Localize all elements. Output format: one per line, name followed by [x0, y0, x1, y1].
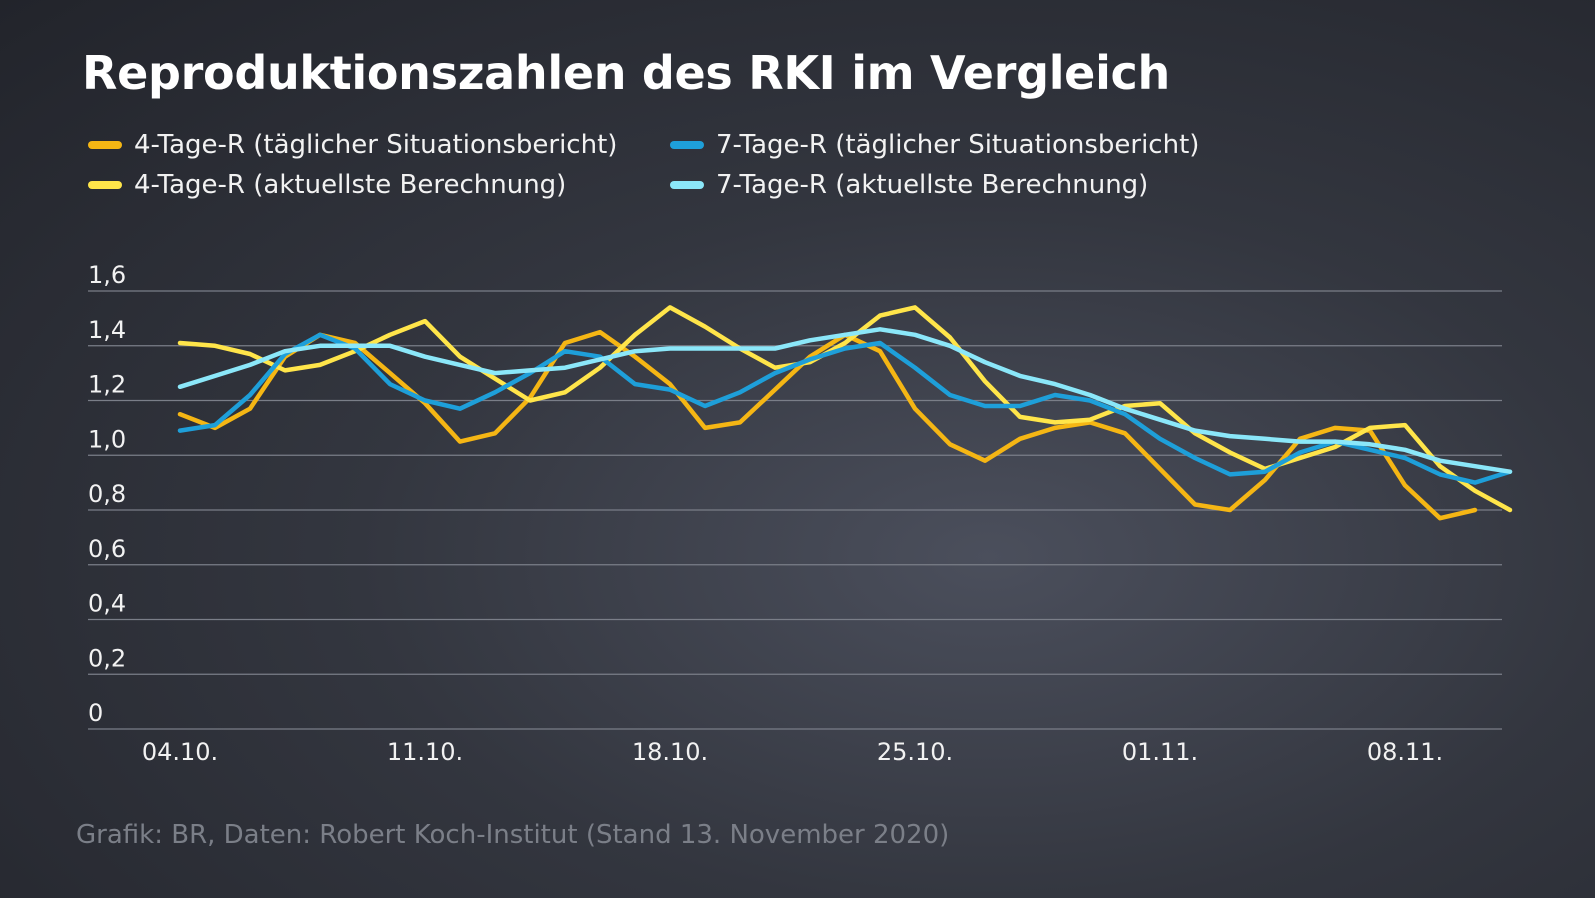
y-tick-label: 0,6: [88, 535, 126, 563]
series-line-3: [177, 332, 1513, 485]
x-tick-label: 08.11.: [1367, 738, 1443, 766]
series-line-4: [177, 327, 1513, 474]
y-tick-label: 1,0: [88, 425, 126, 453]
legend-swatch: [88, 141, 122, 149]
legend-label: 4-Tage-R (täglicher Situationsbericht): [134, 130, 618, 160]
x-tick-label: 01.11.: [1122, 738, 1198, 766]
legend: 4-Tage-R (täglicher Situationsbericht) 4…: [88, 130, 1288, 210]
legend-label: 7-Tage-R (täglicher Situationsbericht): [716, 130, 1200, 160]
legend-swatch: [670, 181, 704, 189]
legend-label: 7-Tage-R (aktuellste Berechnung): [716, 170, 1149, 200]
x-tick-label: 18.10.: [632, 738, 708, 766]
y-tick-label: 0,8: [88, 480, 126, 508]
source-note: Grafik: BR, Daten: Robert Koch-Institut …: [76, 820, 950, 850]
y-tick-label: 0,4: [88, 590, 126, 618]
series-line-2: [177, 305, 1513, 513]
legend-label: 4-Tage-R (aktuellste Berechnung): [134, 170, 567, 200]
legend-item-4tage-taeglich: 4-Tage-R (täglicher Situationsbericht): [88, 130, 617, 160]
x-tick-label: 25.10.: [877, 738, 953, 766]
legend-item-7tage-taeglich: 7-Tage-R (täglicher Situationsbericht): [670, 130, 1199, 160]
legend-swatch: [670, 141, 704, 149]
y-tick-label: 1,2: [88, 371, 126, 399]
legend-item-7tage-aktuell: 7-Tage-R (aktuellste Berechnung): [670, 170, 1148, 200]
legend-swatch: [88, 181, 122, 189]
x-tick-label: 04.10.: [142, 738, 218, 766]
y-tick-label: 0: [88, 699, 103, 727]
y-tick-label: 0,2: [88, 644, 126, 672]
legend-item-4tage-aktuell: 4-Tage-R (aktuellste Berechnung): [88, 170, 566, 200]
y-tick-label: 1,4: [88, 316, 126, 344]
series-line-1: [177, 329, 1478, 521]
chart-title: Reproduktionszahlen des RKI im Vergleich: [82, 46, 1170, 100]
x-tick-label: 11.10.: [387, 738, 463, 766]
y-tick-label: 1,6: [88, 261, 126, 289]
